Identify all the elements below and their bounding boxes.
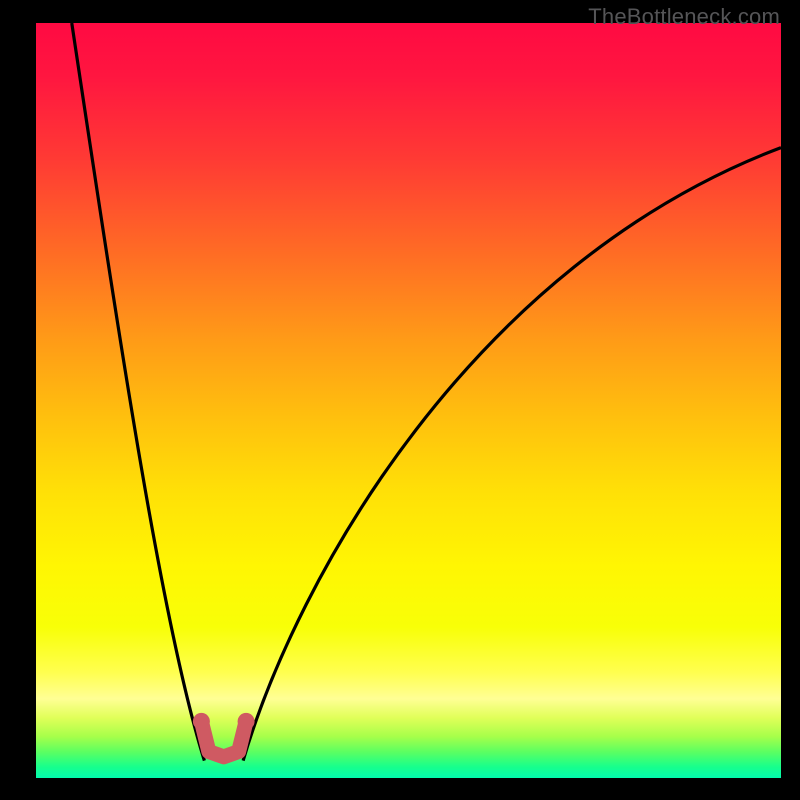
- watermark-text: TheBottleneck.com: [588, 4, 780, 30]
- curve-right-branch: [243, 148, 781, 761]
- valley-marker-dot-left: [193, 713, 210, 730]
- chart-stage: TheBottleneck.com: [0, 0, 800, 800]
- valley-marker: [201, 721, 246, 756]
- valley-marker-dot-right: [238, 713, 255, 730]
- curve-layer: [36, 23, 781, 778]
- plot-area: [36, 23, 781, 778]
- curve-left-branch: [72, 23, 205, 761]
